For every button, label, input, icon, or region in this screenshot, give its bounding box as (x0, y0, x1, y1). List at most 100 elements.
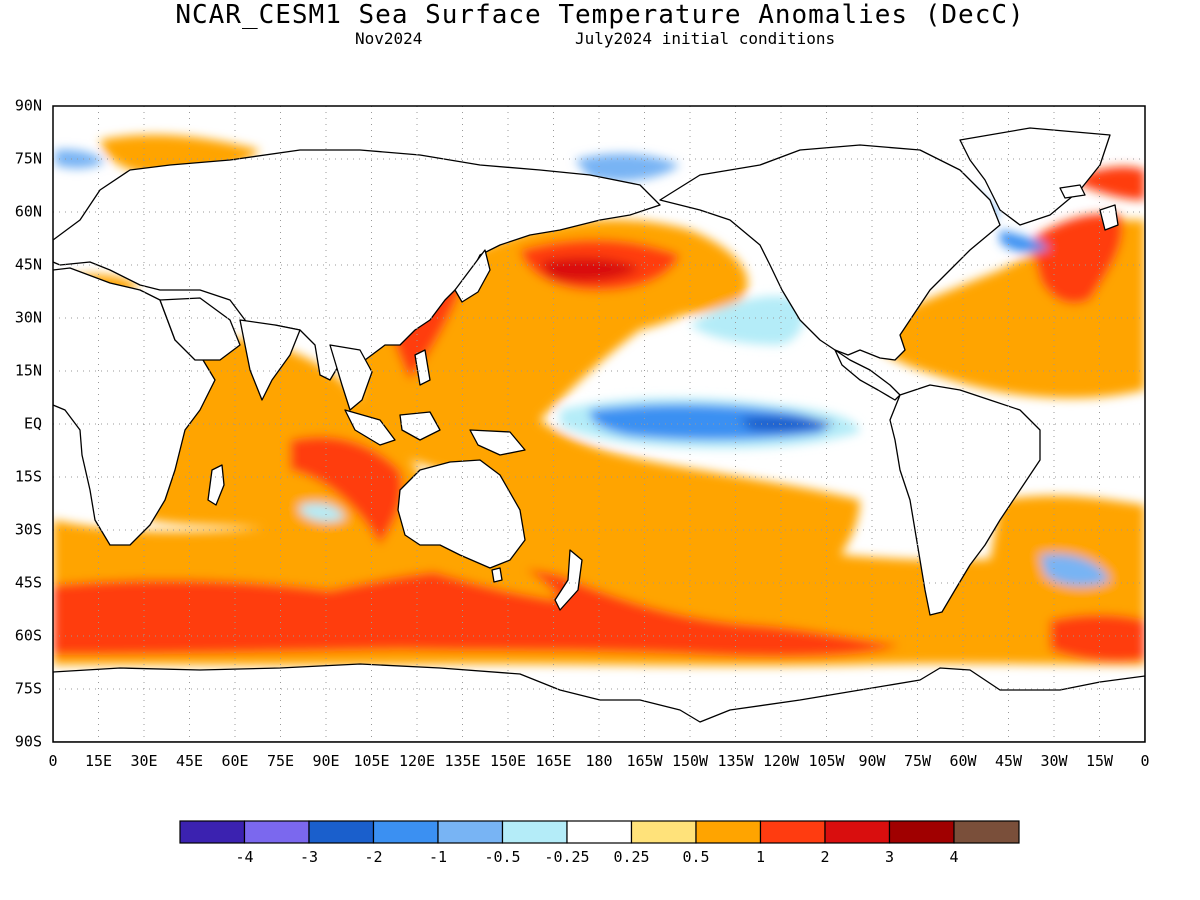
north-pacific-hotter (540, 257, 640, 282)
legend-swatch (888, 820, 955, 844)
lon-label: 0 (48, 752, 57, 770)
legend-label: -4 (235, 848, 253, 866)
equatorial-pacific-colder (740, 416, 835, 432)
lon-label: 30E (130, 752, 157, 770)
madagascar (207, 464, 225, 506)
lat-label: 15S (15, 468, 42, 486)
north-atlantic-hot (1030, 213, 1123, 304)
coastlines (53, 127, 1145, 742)
lat-label: 75N (15, 150, 42, 168)
legend-swatch (437, 820, 504, 844)
lat-label: 30N (15, 309, 42, 327)
lon-label: 105E (353, 752, 389, 770)
legend-swatch (630, 820, 697, 844)
east-siberian-cool (575, 153, 680, 182)
lon-label: 120E (399, 752, 435, 770)
greenland (959, 127, 1111, 226)
central-america (834, 349, 901, 401)
legend-swatch (372, 820, 439, 844)
lat-label: 30S (15, 521, 42, 539)
grid-lines (53, 106, 1145, 742)
longitude-labels: 0 15E 30E 45E 60E 75E 90E 105E 120E 135E… (48, 752, 1149, 770)
lon-label: 150E (490, 752, 526, 770)
lon-label: 150W (672, 752, 709, 770)
lat-label: 60S (15, 627, 42, 645)
north-america (659, 144, 1001, 361)
lon-label: 75W (904, 752, 932, 770)
lat-label: 90S (15, 733, 42, 751)
lon-label: 90W (858, 752, 886, 770)
southwest-indian-cool (300, 503, 345, 522)
lon-label: 90E (312, 752, 339, 770)
japan (454, 249, 491, 303)
legend-label: 1 (756, 848, 765, 866)
initial-conditions-label: July2024 initial conditions (575, 29, 836, 48)
legend-label: -3 (300, 848, 318, 866)
legend-label: 3 (885, 848, 894, 866)
lon-label: 45W (995, 752, 1023, 770)
south-atlantic-hot-patch (1050, 614, 1145, 662)
northeast-pacific-cool (690, 296, 804, 345)
chart-title: NCAR_CESM1 Sea Surface Temperature Anoma… (175, 0, 1025, 30)
arabia (159, 297, 241, 361)
legend-label: 0.5 (682, 848, 709, 866)
africa (53, 267, 216, 546)
india (239, 319, 301, 401)
lon-label: 135W (717, 752, 754, 770)
indian-ocean-hot (290, 436, 403, 545)
legend-swatch (179, 820, 246, 844)
south-america (889, 384, 1041, 616)
latitude-labels: 90N 75N 60N 45N 30N 15N EQ 15S 30S 45S 6… (15, 97, 42, 751)
legend-label: -0.25 (544, 848, 589, 866)
legend-label: -0.5 (484, 848, 520, 866)
lat-label: 90N (15, 97, 42, 115)
lon-label: 180 (585, 752, 612, 770)
map-frame (52, 105, 1146, 743)
lat-label: EQ (24, 415, 42, 433)
new-guinea (469, 429, 526, 456)
lon-label: 135E (444, 752, 480, 770)
lon-label: 165E (535, 752, 571, 770)
arctic-warm-east (1080, 166, 1145, 200)
lat-label: 60N (15, 203, 42, 221)
uk-iceland (1059, 184, 1119, 231)
lon-label: 105W (808, 752, 845, 770)
lat-label: 75S (15, 680, 42, 698)
lon-label: 60W (949, 752, 977, 770)
legend-label: 4 (949, 848, 958, 866)
legend-label: 0.25 (613, 848, 649, 866)
color-legend: -4 -3 -2 -1 -0.5 -0.25 0.25 0.5 1 2 3 4 (179, 820, 1020, 866)
legend-swatch (759, 820, 826, 844)
arctic-cool-west (55, 149, 105, 169)
lon-label: 15W (1086, 752, 1114, 770)
legend-swatch (953, 820, 1020, 844)
tasmania (491, 567, 503, 583)
legend-label: -1 (429, 848, 447, 866)
borneo-sumatra (344, 409, 441, 446)
south-atlantic-cool (1040, 553, 1110, 587)
legend-swatch (566, 820, 633, 844)
lon-label: 120W (763, 752, 800, 770)
gulf-stream-cold (1000, 230, 1050, 253)
new-zealand (554, 549, 583, 611)
eurasia (53, 149, 661, 381)
lat-label: 15N (15, 362, 42, 380)
forecast-month: Nov2024 (355, 29, 423, 48)
legend-swatch (824, 820, 891, 844)
legend-swatch (243, 820, 310, 844)
lon-label: 75E (267, 752, 294, 770)
southern-ocean-hot-band (53, 567, 900, 658)
philippines (414, 349, 431, 386)
west-pacific-warm (360, 229, 860, 597)
lon-label: 60E (221, 752, 248, 770)
legend-swatch (501, 820, 568, 844)
legend-label: 2 (820, 848, 829, 866)
lon-label: 165W (626, 752, 663, 770)
australia (397, 459, 526, 569)
legend-label: -2 (364, 848, 382, 866)
lon-label: 30W (1040, 752, 1068, 770)
lon-label: 15E (85, 752, 112, 770)
lon-label: 0 (1140, 752, 1149, 770)
indochina (329, 344, 373, 411)
